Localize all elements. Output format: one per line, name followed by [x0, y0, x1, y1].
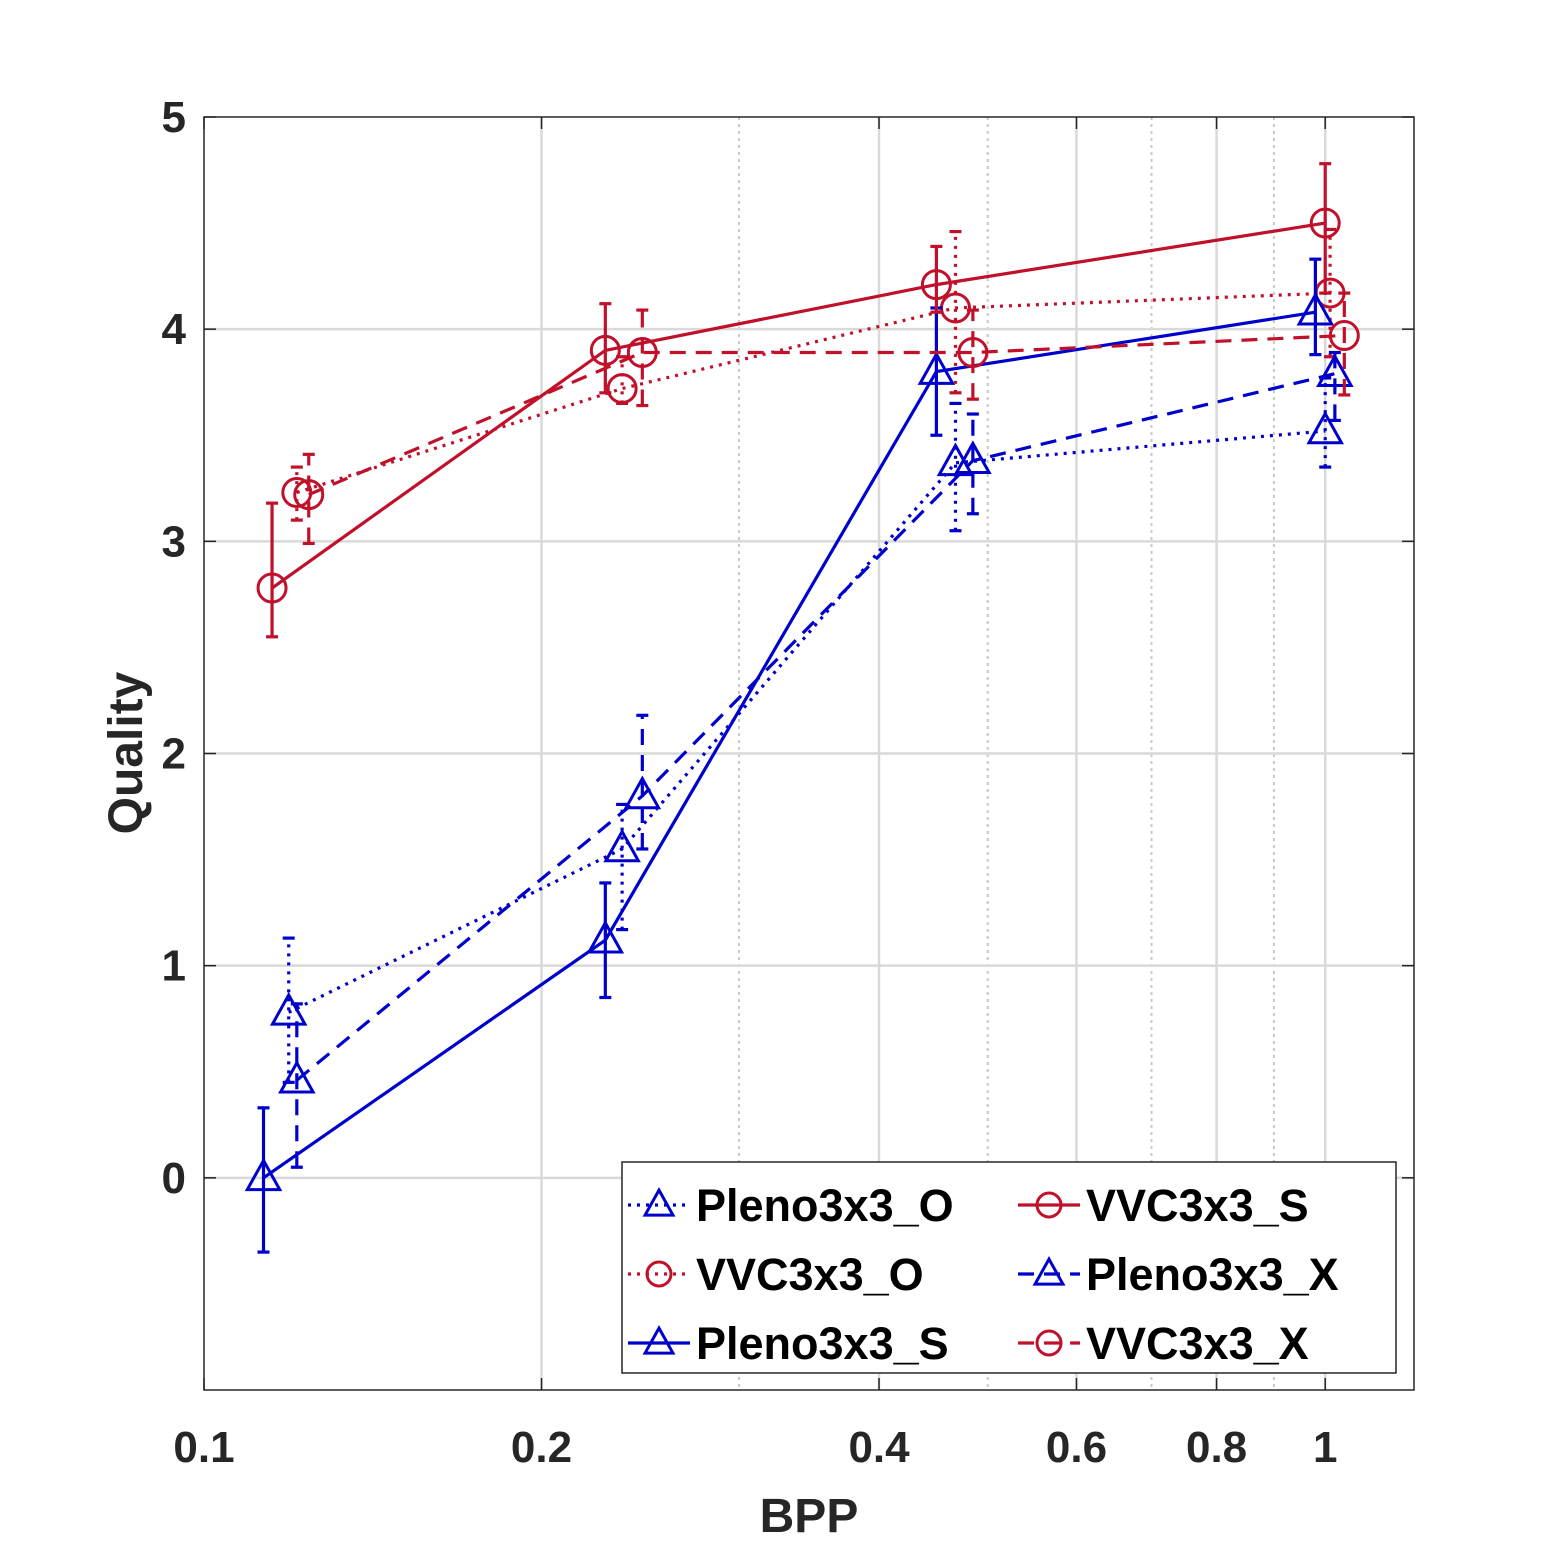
legend-item: Pleno3x3_O: [628, 1180, 954, 1231]
y-tick-label: 2: [162, 730, 186, 779]
x-tick-label: 0.2: [511, 1423, 572, 1472]
y-tick-label: 0: [162, 1154, 186, 1203]
y-tick-label: 4: [162, 305, 187, 354]
y-axis-title: Quality: [100, 671, 153, 834]
series-layer: [244, 162, 1360, 1254]
series-line: [308, 333, 1345, 497]
x-axis-title: BPP: [760, 1490, 859, 1543]
series-VVC3x3_S: [256, 162, 1341, 639]
triangle-marker: [1296, 291, 1335, 326]
series-Pleno3x3_X: [278, 350, 1354, 1169]
triangle-marker: [586, 919, 625, 954]
circle-marker: [1328, 320, 1360, 352]
triangle-marker: [642, 1187, 676, 1217]
circle-marker: [256, 572, 288, 604]
legend-label: VVC3x3_S: [1086, 1180, 1309, 1231]
triangle-marker: [278, 1059, 316, 1094]
triangle-marker: [1032, 1256, 1066, 1286]
x-tick-label: 0.1: [173, 1423, 234, 1472]
legend-box: [621, 1161, 1397, 1374]
series-line: [271, 221, 1326, 590]
circle-marker: [626, 337, 658, 369]
triangle-marker: [623, 775, 662, 810]
circle-marker: [645, 1260, 673, 1288]
triangle-marker: [603, 828, 641, 863]
legend-item: VVC3x3_S: [1018, 1180, 1309, 1231]
circle-marker: [589, 334, 621, 366]
y-tick-label: 5: [162, 93, 186, 142]
circle-marker: [1309, 207, 1341, 239]
y-tick-labels: 0 1 2 3 4 5: [162, 93, 187, 1203]
circle-marker: [606, 373, 638, 405]
circle-marker: [1035, 1191, 1063, 1219]
y-tick-label: 3: [162, 517, 186, 566]
legend-label: VVC3x3_O: [696, 1249, 924, 1300]
series-line: [262, 310, 1316, 1180]
circle-marker: [293, 479, 325, 511]
y-tick-label: 1: [162, 942, 186, 991]
x-tick-label: 1: [1313, 1423, 1337, 1472]
legend-item: VVC3x3_X: [1018, 1318, 1309, 1369]
legend-label: Pleno3x3_O: [696, 1180, 954, 1231]
triangle-marker: [954, 440, 992, 474]
x-tick-label: 0.4: [848, 1423, 910, 1472]
triangle-marker: [642, 1325, 676, 1355]
series-line: [295, 372, 1336, 1082]
x-tick-label: 0.6: [1046, 1423, 1107, 1472]
triangle-marker: [244, 1157, 283, 1192]
series-Pleno3x3_S: [244, 257, 1335, 1254]
series-VVC3x3_X: [293, 291, 1360, 546]
x-tick-labels: 0.1 0.2 0.4 0.6 0.8 1: [173, 1423, 1337, 1472]
circle-marker: [920, 269, 952, 301]
legend-item: VVC3x3_O: [628, 1249, 924, 1300]
legend: Pleno3x3_O VVC3x3_O Pleno3x3_S VVC3x3_S Plen…: [621, 1161, 1397, 1374]
x-tick-label: 0.8: [1186, 1423, 1247, 1472]
circle-marker: [957, 337, 989, 369]
legend-item: Pleno3x3_S: [628, 1318, 949, 1369]
legend-label: Pleno3x3_S: [696, 1318, 949, 1369]
legend-label: Pleno3x3_X: [1086, 1249, 1339, 1300]
circle-marker: [1035, 1329, 1063, 1357]
legend-label: VVC3x3_X: [1086, 1318, 1309, 1369]
legend-item: Pleno3x3_X: [1018, 1249, 1339, 1300]
triangle-marker: [1306, 410, 1345, 445]
triangle-marker: [1316, 353, 1354, 387]
axis-ticks: [203, 116, 1414, 1390]
triangle-marker: [917, 351, 956, 385]
